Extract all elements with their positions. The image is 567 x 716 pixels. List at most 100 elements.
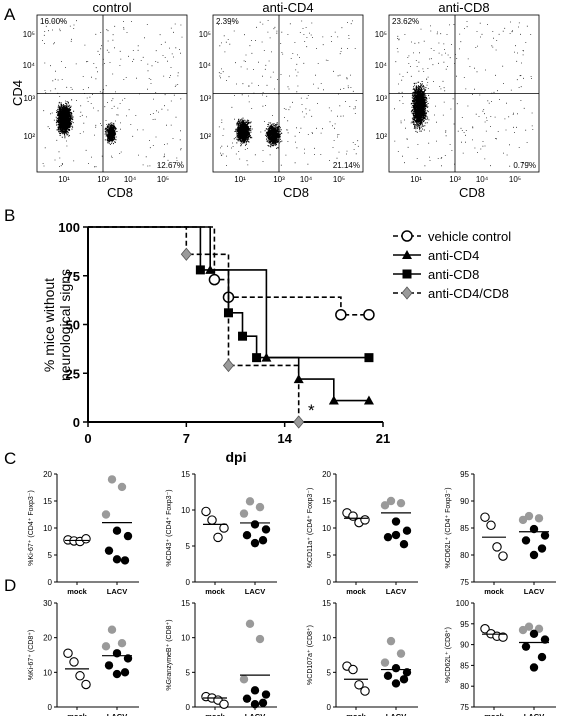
x-tick-label: LACV [107,712,127,716]
flow-event-cloud [42,20,183,168]
lacv-point [383,532,393,542]
lower-right-percentage: 12.67% [157,161,184,170]
series-point [364,353,374,363]
y-tick-label: 10 [43,668,52,677]
y-tick-label: 5 [327,551,332,560]
series-point [222,358,234,373]
x-tick-label: 14 [277,431,292,446]
series-point [335,309,347,321]
mock-point [219,699,229,709]
y-tick-label: 0 [73,415,80,430]
lacv-point [250,686,260,695]
mock-point [75,671,85,681]
x-tick-label: LACV [245,712,265,716]
lacv-point [396,649,406,658]
x-tick-label: mock [205,587,225,596]
legend: vehicle control anti-CD4 anti-CD8 anti-CD4/… [393,229,511,301]
y-tick-label: 75 [66,269,80,284]
lacv-point [518,625,528,635]
y-axis-label: %Ki-67⁺ (CD8⁺) [28,630,35,681]
significance-asterisk: * [308,401,315,420]
y-tick-label: 10 [322,524,331,533]
lacv-point [250,520,260,529]
y-tick-label: 10 [322,634,331,643]
y-tick-label: 15 [322,599,331,608]
series-point [328,395,339,405]
lacv-point [402,668,412,677]
dot-plot-panels: 0 5 10 15 20 mock LACV %Ki-67⁺ (CD4⁺ Foxp3⁻) 0 5 1… [28,470,556,716]
mock-point [492,542,502,552]
y-tick-label: 10³ [199,94,211,103]
legend-label: anti-CD4/CD8 [428,286,509,301]
dot-plot-d1: 0 10 20 30 mock LACV %Ki-67⁺ (CD8⁺) [28,599,139,716]
lacv-point [123,531,133,541]
y-tick-label: 15 [181,599,190,608]
legend-item: anti-CD8 [393,267,479,282]
mock-point [219,523,229,533]
series-point [238,331,248,341]
flow-events [42,20,183,168]
y-tick-label: 5 [48,551,53,560]
dot-plot-c2: 0 5 10 15 mock LACV %CD43⁺ (CD4⁺ Foxp3⁻) [166,470,277,596]
x-tick-label: mock [346,587,366,596]
series-vehicle-control [88,226,375,321]
y-axis-label: %Ki-67⁺ (CD4⁺ Foxp3⁻) [28,490,35,566]
mock-point [201,506,211,517]
x-tick-label: 10⁴ [300,175,313,184]
lacv-point [380,658,390,667]
y-tick-label: 15 [181,470,190,479]
x-tick-label: mock [67,587,87,596]
y-tick-label: 10³ [375,94,387,103]
x-axis-label: CD8 [107,185,133,200]
x-tick-label: LACV [386,712,406,716]
y-tick-label: 20 [43,634,52,643]
lacv-point [104,546,114,555]
x-tick-label: mock [205,712,225,716]
y-tick-label: 0 [48,578,53,587]
lacv-point [112,526,122,535]
legend-label: anti-CD8 [428,267,479,282]
y-tick-label: 10² [199,132,211,141]
y-tick-label: 100 [456,599,470,608]
lacv-point [537,652,547,662]
lacv-point [396,498,406,508]
x-tick-label: 10¹ [410,175,422,184]
x-axis-label: CD8 [459,185,485,200]
x-tick-label: 10⁵ [157,175,169,184]
survival-chart: 0 25 50 75 100 0 7 14 21 dpi % mice withoutneurolo… [41,220,511,465]
mock-point [348,664,358,675]
legend-label: vehicle control [428,229,511,244]
y-tick-label: 10² [23,132,35,141]
y-tick-label: 0 [327,578,332,587]
mock-point [480,512,490,522]
lacv-point [391,530,401,540]
y-tick-label: 5 [186,668,191,677]
flow-plot-title: anti-CD8 [438,0,489,15]
y-tick-label: 10⁴ [375,61,388,70]
x-tick-label: 10³ [273,175,285,184]
lacv-point [391,517,401,526]
x-tick-label: LACV [386,587,406,596]
x-tick-label: 0 [84,431,91,446]
dot-plot-c4: 75 80 85 90 95 mock LACV %CD62L⁺ (CD4⁺ Foxp3⁻) [445,470,556,596]
lacv-point [391,679,401,688]
mock-point [81,534,91,544]
lacv-point [537,544,547,553]
legend-marker [401,286,413,300]
y-axis-label: %CD107a⁺ (CD8⁺) [307,625,314,685]
mock-point [207,515,217,525]
lacv-point [386,636,396,646]
legend-item: anti-CD4 [393,248,479,263]
mock-point [213,532,223,543]
lacv-point [242,531,252,540]
lacv-point [117,482,127,492]
x-tick-label: 10¹ [58,175,70,184]
y-tick-label: 0 [48,703,53,712]
y-tick-label: 75 [460,578,469,587]
y-tick-label: 95 [460,470,469,479]
lacv-point [529,629,539,638]
y-axis-label: % mice withoutneurological signs [41,269,73,381]
x-tick-label: 10³ [97,175,109,184]
lacv-point [107,475,117,484]
